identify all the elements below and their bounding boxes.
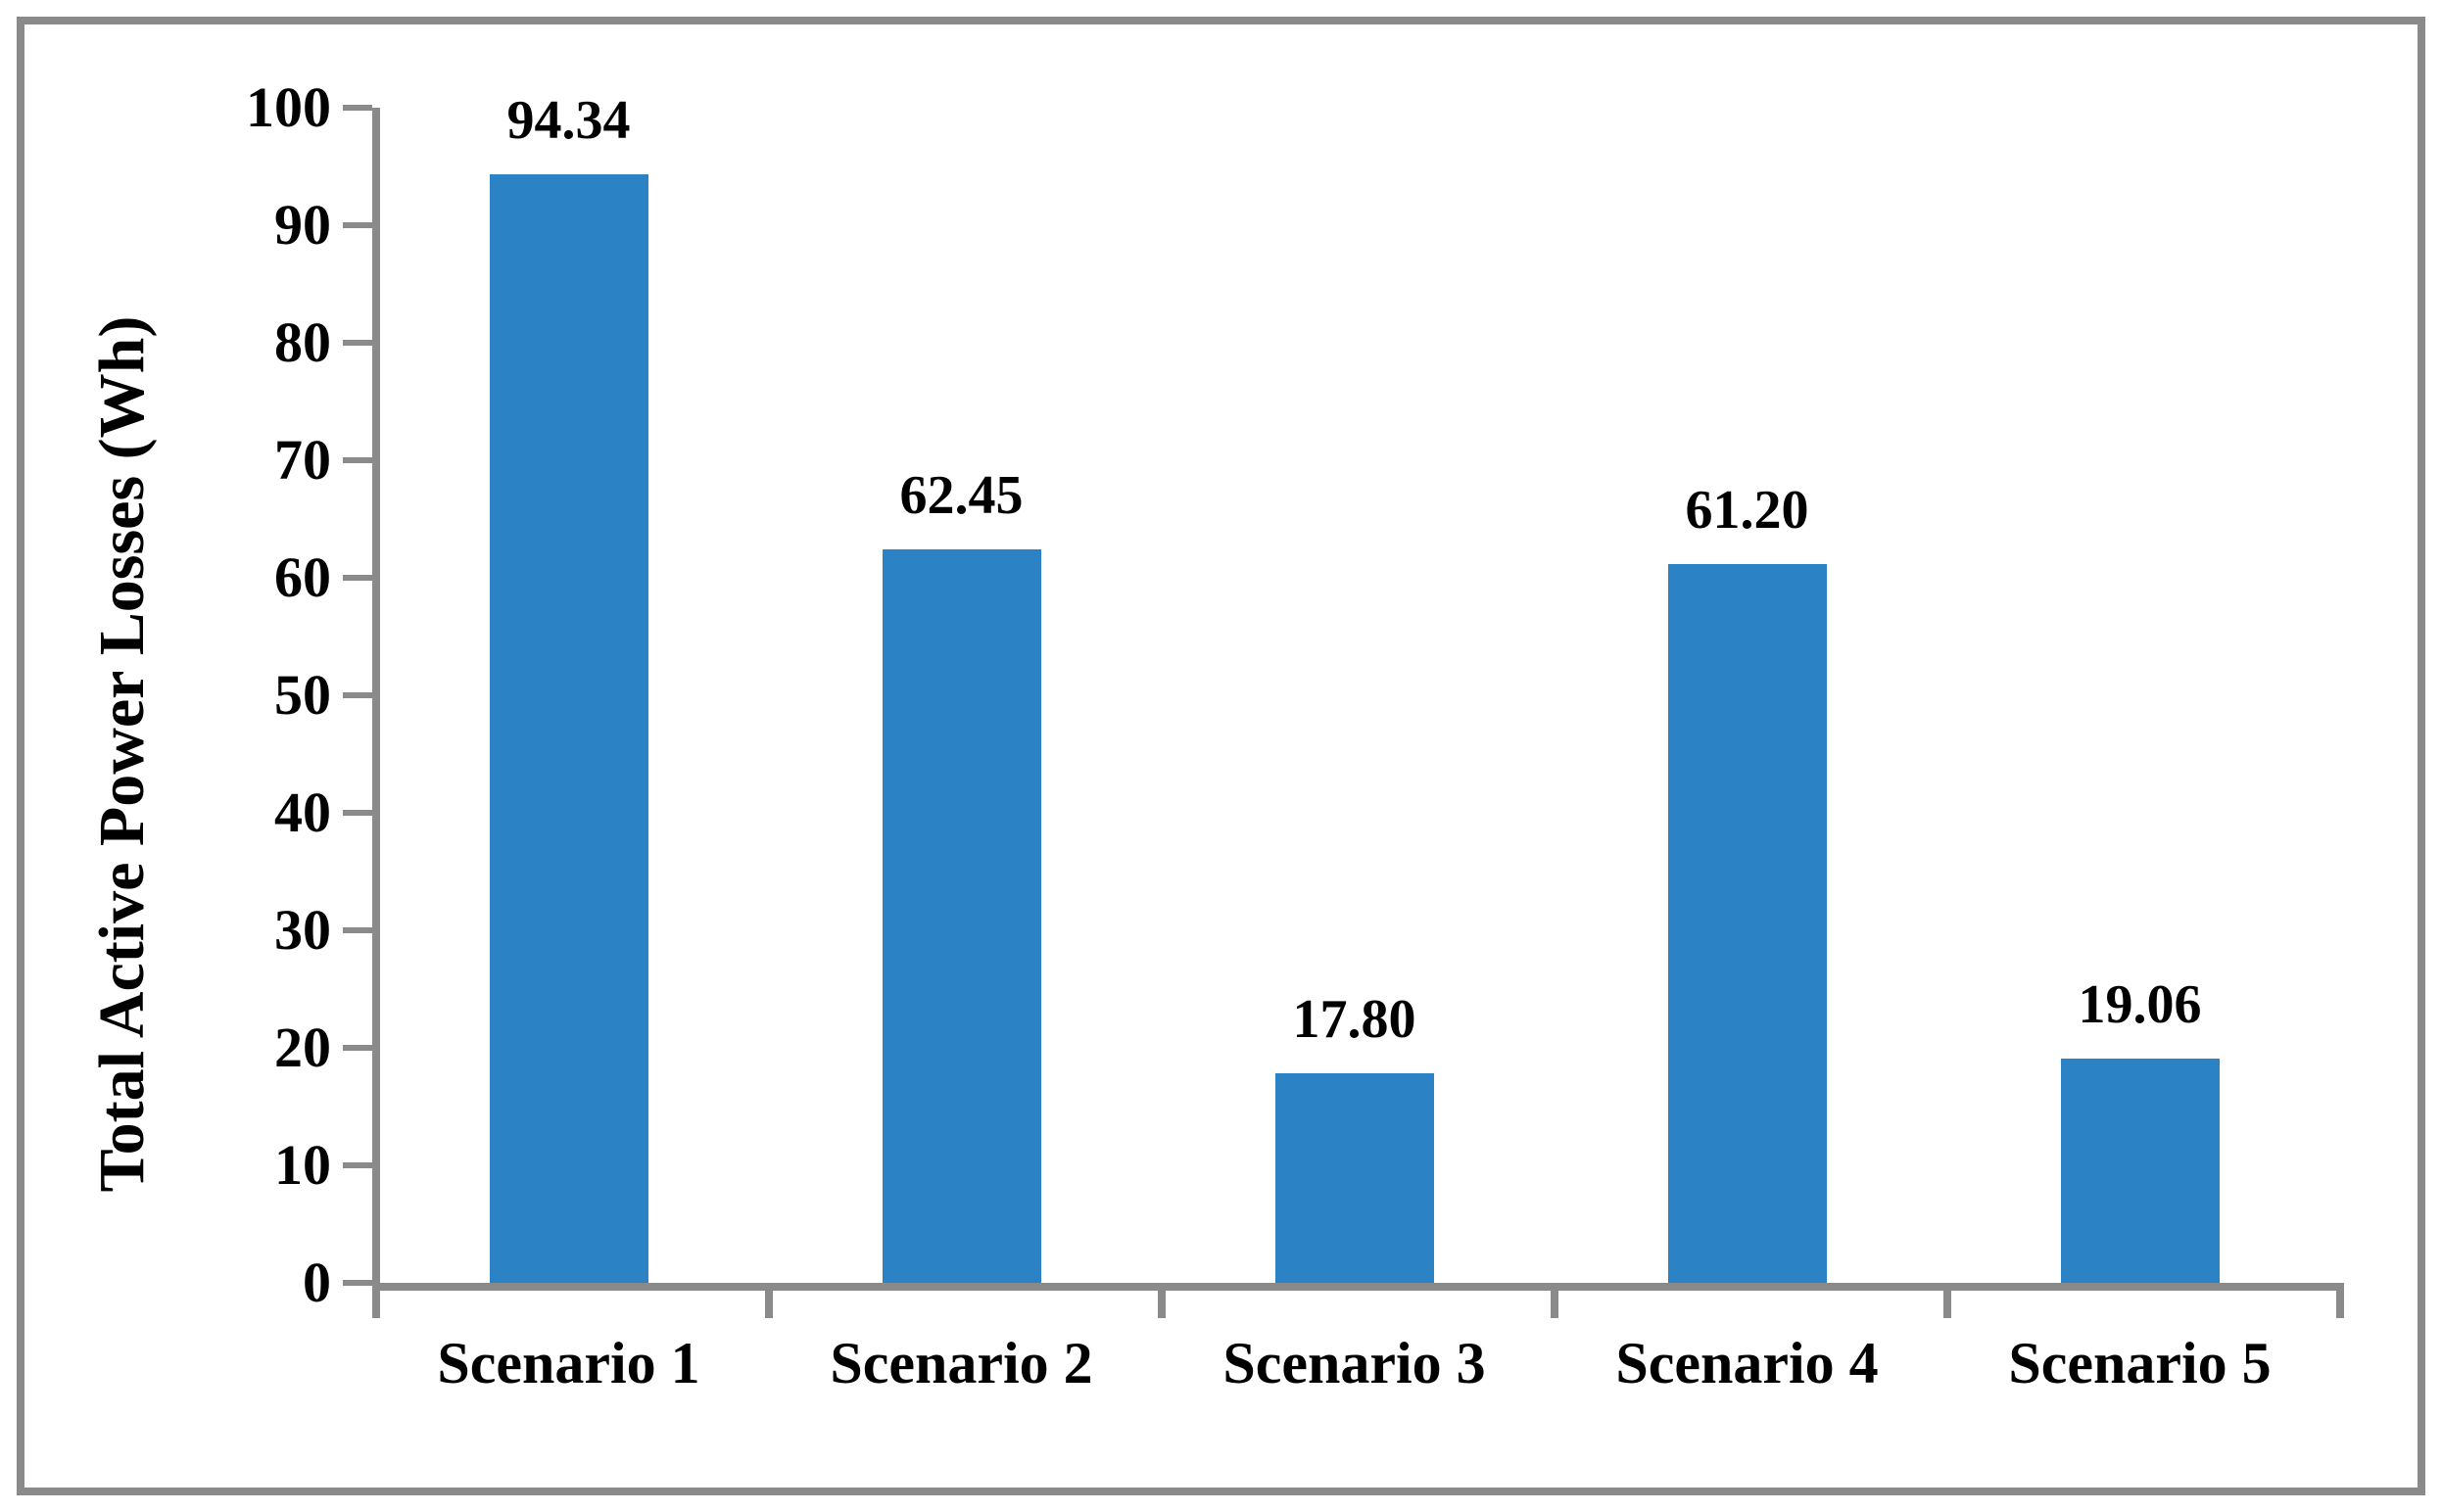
y-axis-tick-label: 50 [274, 663, 331, 727]
y-axis-tick [343, 1045, 372, 1051]
y-axis-tick-label: 90 [274, 193, 331, 257]
x-axis-tick [372, 1283, 380, 1318]
y-axis-tick [343, 1280, 372, 1286]
bar-value-label: 61.20 [1685, 479, 1809, 541]
y-axis-tick [343, 810, 372, 816]
y-axis-tick [343, 340, 372, 346]
x-axis-tick [1943, 1283, 1951, 1318]
bar-value-label: 19.06 [2078, 974, 2202, 1036]
y-axis-tick-label: 30 [274, 898, 331, 962]
y-axis-tick-label: 60 [274, 545, 331, 609]
y-axis-tick-label: 20 [274, 1016, 331, 1079]
bar-1 [489, 173, 648, 1283]
x-category-label: Scenario 1 [437, 1331, 700, 1395]
y-axis-tick [343, 927, 372, 933]
y-axis-tick-label: 0 [303, 1251, 331, 1314]
x-category-label: Scenario 5 [2008, 1331, 2272, 1395]
x-category-label: Scenario 2 [830, 1331, 1093, 1395]
y-axis-tick-label: 100 [246, 75, 331, 139]
bar-3 [1274, 1073, 1434, 1283]
y-axis-tick [343, 692, 372, 698]
y-axis-tick [343, 575, 372, 581]
plot-area: 0 10 20 30 40 50 60 70 80 90 100 94.34 Scenario 1 62.… [246, 75, 2344, 1395]
x-axis-tick [765, 1283, 773, 1318]
y-axis-tick-label: 70 [274, 428, 331, 492]
x-category-label: Scenario 4 [1615, 1331, 1879, 1395]
y-axis-tick [343, 222, 372, 228]
y-axis-tick [343, 457, 372, 463]
y-axis-tick-label: 10 [274, 1133, 331, 1197]
bar-5 [2060, 1059, 2220, 1283]
bar-4 [1667, 563, 1827, 1283]
y-axis-tick [343, 1162, 372, 1168]
y-axis-tick-label: 80 [274, 310, 331, 374]
y-axis-tick-label: 40 [274, 780, 331, 844]
bar-value-label: 94.34 [506, 89, 631, 151]
x-axis-tick [1551, 1283, 1558, 1318]
y-axis-tick [343, 105, 372, 111]
bar-2 [882, 548, 1041, 1283]
x-axis-tick [1158, 1283, 1166, 1318]
x-axis-tick [2336, 1283, 2344, 1318]
bar-value-label: 62.45 [899, 464, 1024, 526]
x-category-label: Scenario 3 [1222, 1331, 1486, 1395]
bar-value-label: 17.80 [1292, 989, 1416, 1051]
